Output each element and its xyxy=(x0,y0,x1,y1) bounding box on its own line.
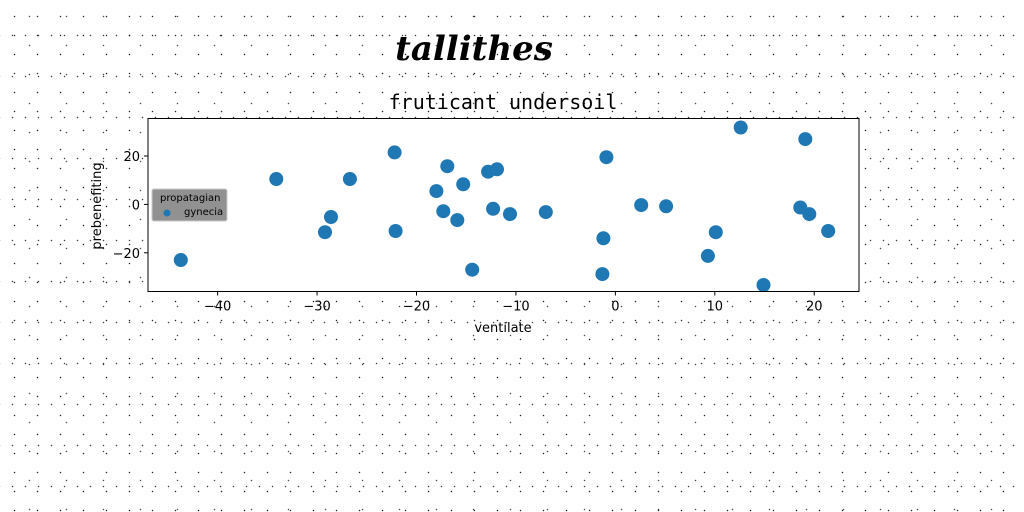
data-point xyxy=(700,248,715,263)
data-point xyxy=(821,224,836,238)
data-point xyxy=(440,159,455,174)
data-point xyxy=(324,210,338,224)
data-point xyxy=(429,184,444,199)
x-tick-label: −20 xyxy=(403,300,430,315)
data-point xyxy=(503,207,517,222)
data-point xyxy=(659,199,674,214)
data-point xyxy=(798,132,813,147)
data-point xyxy=(342,172,357,186)
x-tick-label: 0 xyxy=(611,300,619,315)
data-point xyxy=(436,204,451,219)
scatter-points xyxy=(173,120,836,292)
y-tick-label: −20 xyxy=(113,247,140,262)
data-point xyxy=(596,231,611,246)
data-point xyxy=(538,205,553,220)
data-point xyxy=(595,267,610,282)
data-point xyxy=(490,162,504,177)
legend: propatagian gynecia xyxy=(151,188,228,222)
data-point xyxy=(450,213,465,228)
data-point xyxy=(173,253,188,267)
data-point xyxy=(465,262,480,277)
y-axis-ticks: −20 0 20 xyxy=(113,150,148,262)
x-tick-label: 10 xyxy=(707,300,724,315)
data-point xyxy=(456,177,471,192)
data-point xyxy=(318,225,332,240)
x-tick-label: −10 xyxy=(502,300,529,315)
x-tick-label: −40 xyxy=(204,300,231,315)
legend-title: propatagian xyxy=(160,193,220,204)
data-point xyxy=(388,224,403,238)
legend-box xyxy=(151,188,228,222)
plot-area xyxy=(148,118,859,292)
figure-suptitle: tallithes xyxy=(395,29,553,69)
legend-label-gynecia: gynecia xyxy=(184,207,223,218)
data-point xyxy=(802,207,817,222)
data-point xyxy=(634,198,649,213)
data-point xyxy=(599,150,614,165)
data-point xyxy=(486,201,501,216)
y-tick-label: 20 xyxy=(123,150,140,165)
legend-marker xyxy=(163,209,171,217)
plot-frame xyxy=(147,118,860,292)
y-axis-label: prebenefiting xyxy=(90,162,105,249)
y-tick-label: 0 xyxy=(132,198,140,213)
x-tick-label: 20 xyxy=(806,300,823,315)
chart-title: fruticant undersoil xyxy=(389,90,618,114)
data-point xyxy=(269,172,284,186)
data-point xyxy=(756,278,771,292)
x-axis-ticks: −40 −30 −20 −10 0 10 20 xyxy=(204,291,823,315)
data-point xyxy=(733,120,748,135)
data-point xyxy=(708,225,723,240)
data-point xyxy=(387,145,402,160)
x-tick-label: −30 xyxy=(303,300,330,315)
x-axis-label: ventilate xyxy=(474,321,531,336)
